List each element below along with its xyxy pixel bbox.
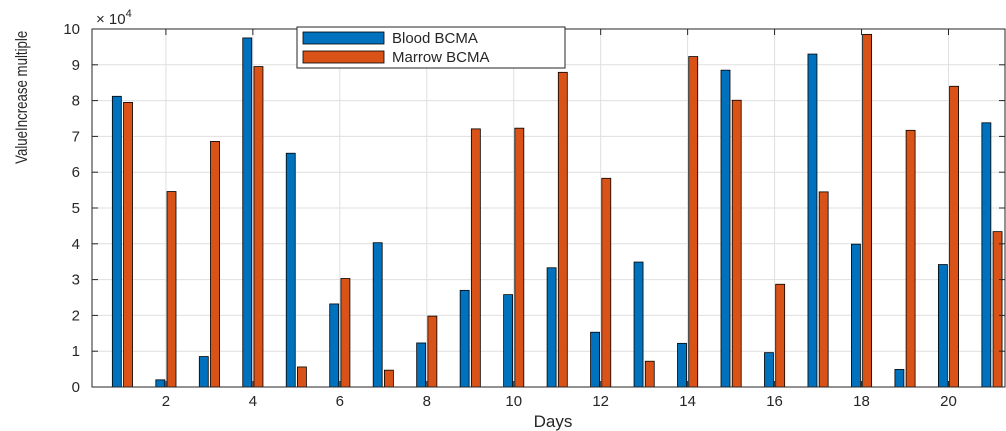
y-tick-label-4: 4	[72, 236, 80, 253]
y-exponent-label: × 104	[96, 8, 132, 28]
y-axis-label: ValueIncrease multiple	[13, 31, 32, 164]
bar-blood-bcma-day-12	[590, 331, 600, 388]
bar-blood-bcma-day-20	[937, 264, 948, 388]
bar-marrow-bcma-day-7	[383, 369, 394, 388]
y-tick-label-10: 10	[63, 21, 80, 38]
bar-blood-bcma-day-18	[851, 243, 861, 388]
legend-label-blood-bcma: Blood BCMA	[392, 30, 478, 47]
bar-marrow-bcma-day-10	[514, 127, 525, 388]
y-tick-label-8: 8	[72, 93, 80, 110]
legend-swatch-marrow-bcma	[302, 50, 385, 64]
bar-blood-bcma-day-1	[111, 95, 122, 388]
bar-marrow-bcma-day-11	[557, 71, 568, 388]
bar-blood-bcma-day-3	[198, 356, 209, 388]
bar-marrow-bcma-day-9	[470, 128, 481, 388]
bar-blood-bcma-day-8	[416, 342, 427, 388]
y-tick-label-7: 7	[72, 128, 80, 145]
y-tick-label-5: 5	[72, 200, 80, 217]
axis-ticks	[92, 28, 1005, 388]
bar-marrow-bcma-day-3	[210, 141, 220, 388]
bar-marrow-bcma-day-4	[253, 66, 264, 388]
bars	[111, 33, 1003, 388]
legend-swatch-blood-bcma	[302, 31, 385, 45]
x-tick-label-8: 8	[423, 393, 431, 410]
bar-marrow-bcma-day-6	[340, 278, 351, 388]
bar-marrow-bcma-day-1	[123, 101, 133, 388]
y-tick-label-1: 1	[72, 343, 80, 360]
x-tick-label-10: 10	[505, 393, 522, 410]
bar-marrow-bcma-day-14	[688, 56, 699, 388]
bar-blood-bcma-day-19	[894, 369, 905, 388]
x-tick-label-16: 16	[766, 393, 783, 410]
bar-marrow-bcma-day-15	[731, 99, 742, 388]
bar-blood-bcma-day-21	[981, 122, 992, 388]
bar-marrow-bcma-day-20	[949, 85, 959, 388]
bar-blood-bcma-day-7	[372, 242, 383, 388]
bar-blood-bcma-day-2	[155, 379, 166, 388]
bar-blood-bcma-day-4	[242, 37, 253, 388]
bar-blood-bcma-day-14	[677, 342, 687, 388]
bar-blood-bcma-day-13	[633, 261, 644, 388]
y-tick-label-0: 0	[72, 379, 80, 396]
bar-blood-bcma-day-5	[285, 152, 296, 388]
bar-marrow-bcma-day-5	[297, 366, 307, 388]
bar-blood-bcma-day-10	[503, 294, 514, 388]
x-axis-label: Days	[534, 412, 573, 431]
y-tick-label-6: 6	[72, 164, 80, 181]
x-tick-label-14: 14	[679, 393, 696, 410]
y-tick-label-2: 2	[72, 307, 80, 324]
y-exponent-power: 4	[126, 8, 132, 20]
bar-marrow-bcma-day-8	[427, 315, 438, 388]
x-tick-label-12: 12	[592, 393, 609, 410]
x-tick-label-18: 18	[853, 393, 870, 410]
bar-blood-bcma-day-6	[329, 303, 340, 388]
x-tick-label-4: 4	[249, 393, 257, 410]
x-tick-labels: 2 4 6 8 10 12 14 16 18 20	[162, 393, 957, 410]
bar-blood-bcma-day-11	[546, 267, 557, 388]
x-tick-label-6: 6	[336, 393, 344, 410]
bar-blood-bcma-day-15	[720, 69, 731, 388]
y-tick-label-9: 9	[72, 57, 80, 74]
bar-marrow-bcma-day-17	[818, 191, 829, 388]
bar-blood-bcma-day-16	[764, 352, 774, 388]
x-tick-label-20: 20	[940, 393, 957, 410]
bar-blood-bcma-day-17	[807, 53, 818, 388]
bar-marrow-bcma-day-21	[992, 231, 1003, 388]
y-tick-labels: 0 1 2 3 4 5 6 7 8 9 10	[63, 21, 80, 396]
x-tick-label-2: 2	[162, 393, 170, 410]
bar-marrow-bcma-day-19	[905, 129, 916, 388]
legend-label-marrow-bcma: Marrow BCMA	[392, 49, 490, 66]
legend: Blood BCMA Marrow BCMA	[296, 26, 566, 69]
bar-marrow-bcma-day-13	[644, 360, 655, 388]
bar-marrow-bcma-day-18	[862, 33, 873, 388]
y-tick-label-3: 3	[72, 272, 80, 289]
bar-blood-bcma-day-9	[459, 289, 470, 388]
bar-marrow-bcma-day-16	[775, 283, 786, 388]
bar-marrow-bcma-day-2	[166, 191, 177, 388]
bar-marrow-bcma-day-12	[601, 177, 612, 388]
